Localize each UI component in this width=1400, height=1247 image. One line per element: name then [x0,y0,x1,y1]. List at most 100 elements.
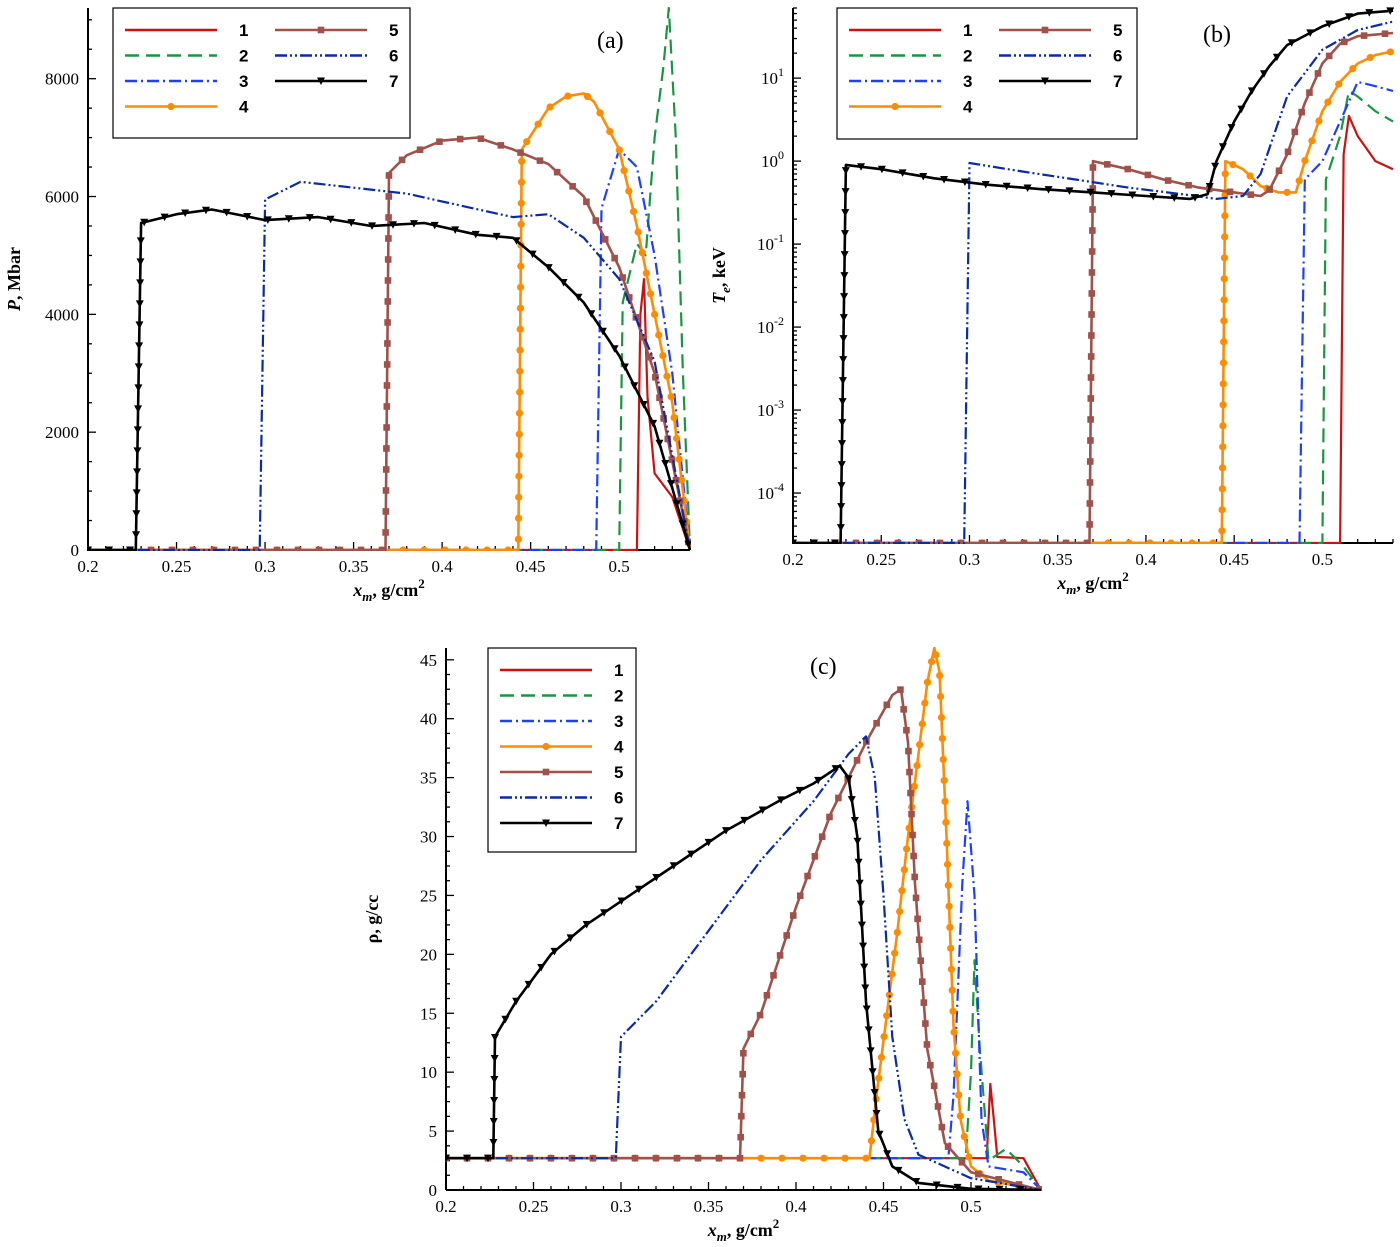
legend-label-6: 6 [389,47,398,66]
series-marker-7 [875,1130,884,1139]
legend-label-1: 1 [239,21,248,40]
series-marker-4 [1219,401,1227,409]
y-tick-label: 100 [761,148,784,171]
series-marker-5 [536,157,544,164]
legend-label-5: 5 [614,763,623,782]
legend-label-7: 7 [1113,72,1122,91]
legend-label-1: 1 [963,21,972,40]
series-marker-7 [326,215,335,224]
series-marker-5 [927,1061,934,1069]
series-marker-7 [837,461,846,469]
series-marker-5 [384,319,391,326]
series-marker-4 [596,109,604,117]
series-marker-4 [1220,317,1228,325]
series-marker-7 [704,838,713,847]
series-marker-4 [515,409,524,417]
series-marker-5 [915,936,923,944]
series-marker-7 [792,539,797,544]
x-tick-label: 0.5 [960,1197,981,1216]
series-marker-7 [841,167,850,175]
series-marker-5 [796,892,804,900]
series-marker-7 [1086,188,1095,197]
plot-area [445,647,1042,1191]
legend-marker-5 [1041,26,1049,34]
series-marker-5 [384,298,392,305]
series-marker-7 [1023,184,1032,193]
series-marker-5 [995,1176,1002,1183]
series-marker-7 [841,188,850,196]
series-marker-7 [1211,162,1220,171]
y-axis-label: ρ, g/cc [362,895,382,944]
series-marker-5 [736,1154,744,1162]
legend-marker-4 [891,102,899,111]
series-marker-4 [1218,464,1227,472]
series-marker-7 [135,321,144,329]
x-tick-label: 0.35 [339,557,369,576]
series-marker-7 [587,310,596,318]
series-marker-5 [601,236,609,243]
series-marker-5 [1298,108,1305,116]
x-tick-label: 0.4 [431,557,453,576]
series-marker-4 [516,304,524,312]
series-marker-7 [861,984,870,993]
series-marker-7 [160,213,169,222]
y-tick-label: 0 [71,541,80,560]
series-marker-7 [1128,191,1137,200]
series-marker-4 [875,1074,883,1082]
series-marker-5 [883,701,891,709]
series-marker-5 [740,1049,747,1057]
series-marker-4 [634,228,642,236]
series-marker-5 [852,539,860,544]
series-marker-5 [384,340,391,347]
series-marker-5 [1226,188,1234,196]
series-marker-7 [484,1154,492,1163]
series-marker-4 [646,290,655,298]
series-marker-5 [1306,89,1313,96]
series-marker-7 [839,335,848,343]
series-marker-7 [1365,9,1374,17]
series-marker-7 [981,181,990,189]
series-marker-5 [610,1154,618,1162]
series-marker-4 [1221,170,1229,178]
y-tick-label: 10-4 [757,480,784,503]
series-marker-7 [263,216,272,224]
series-marker-5 [384,256,392,263]
series-marker-7 [528,250,537,259]
y-tick-label: 10 [420,1063,437,1082]
series-marker-5 [416,146,424,154]
series-marker-7 [758,806,767,815]
series-marker-5 [1360,32,1368,39]
series-marker-7 [620,363,629,371]
series-marker-7 [1205,183,1214,191]
series-marker-5 [1124,165,1132,173]
series-marker-5 [611,254,618,262]
series-marker-4 [1246,172,1254,180]
y-tick-label: 4000 [45,305,79,324]
series-marker-7 [222,208,231,217]
series-marker-4 [625,187,633,195]
series-marker-7 [639,401,648,409]
series-marker-7 [524,980,533,989]
y-tick-label: 2000 [45,423,79,442]
series-marker-7 [814,776,823,785]
series-marker-5 [398,156,406,164]
series-marker-4 [564,92,572,100]
x-tick-label: 0.45 [1219,550,1249,569]
series-marker-7 [687,850,696,859]
series-marker-7 [859,942,868,951]
series-marker-5 [505,1154,513,1162]
series-marker-4 [515,430,523,438]
series-marker-7 [912,1178,921,1186]
series-marker-5 [315,546,323,551]
series-marker-4 [650,310,659,318]
series-marker-5 [873,539,881,544]
y-tick-label: 8000 [45,70,79,89]
series-marker-5 [1087,374,1095,381]
series-marker-7 [1227,124,1236,132]
series-marker-5 [906,768,913,776]
series-marker-4 [583,92,592,101]
legend-label-7: 7 [389,72,398,91]
series-marker-4 [953,1070,961,1078]
legend-label-4: 4 [614,738,624,757]
plot-area [87,7,691,551]
